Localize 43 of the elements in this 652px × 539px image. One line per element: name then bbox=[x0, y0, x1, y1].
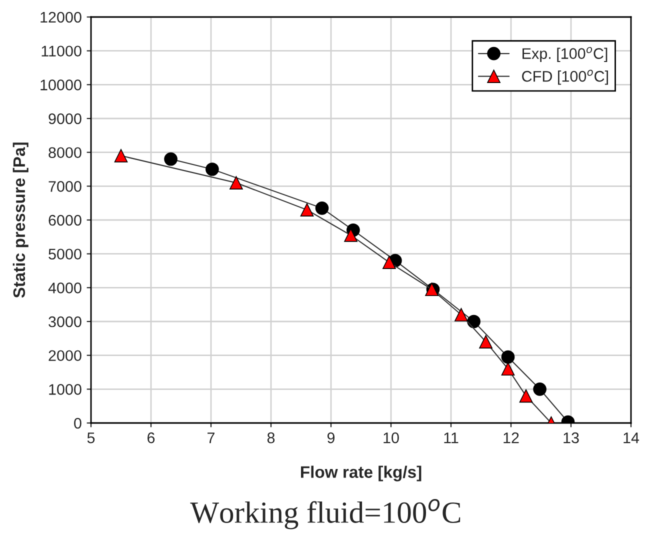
y-tick-label: 4000 bbox=[48, 282, 82, 294]
x-tick-label: 14 bbox=[624, 432, 640, 444]
point bbox=[382, 256, 396, 269]
x-tick-label: 12 bbox=[504, 432, 519, 444]
y-tick-label: 3000 bbox=[48, 316, 82, 328]
y-tick-label: 5000 bbox=[48, 248, 82, 260]
y-axis-title: Static pressure [Pa] bbox=[12, 142, 28, 298]
point bbox=[300, 203, 314, 217]
text: Working fluid=100$^{o}$C bbox=[190, 498, 460, 530]
point bbox=[114, 149, 128, 162]
y-tick-label: 12000 bbox=[40, 12, 82, 23]
x-tick-label: 5 bbox=[87, 432, 95, 444]
x-tick-label: 7 bbox=[208, 432, 214, 444]
x-tick-label: 10 bbox=[384, 432, 399, 444]
point bbox=[454, 308, 468, 322]
y-tick-label: 6000 bbox=[48, 214, 82, 226]
y-tick-label: 10000 bbox=[40, 80, 82, 90]
point bbox=[519, 389, 533, 403]
legend-label: Exp. [100$^{o}$C] bbox=[522, 46, 608, 62]
y-tick-label: 2000 bbox=[48, 350, 82, 362]
point bbox=[533, 382, 546, 396]
x-axis-title: Flow rate [kg/s] bbox=[301, 466, 422, 482]
point bbox=[315, 201, 329, 215]
y-tick-label: 0 bbox=[74, 418, 82, 429]
point bbox=[230, 176, 243, 190]
x-tick-label: 6 bbox=[148, 432, 155, 444]
y-tick-label: 1000 bbox=[49, 384, 82, 395]
point bbox=[344, 228, 358, 242]
x-tick-label: 13 bbox=[564, 432, 579, 444]
point bbox=[206, 162, 219, 176]
x-tick-label: 11 bbox=[444, 432, 458, 444]
point bbox=[164, 152, 178, 166]
y-tick-label: 7000 bbox=[48, 181, 82, 192]
point bbox=[467, 314, 480, 328]
y-tick-label: 9000 bbox=[48, 113, 82, 124]
y-tick-label: 8000 bbox=[48, 147, 82, 158]
point bbox=[479, 335, 492, 348]
x-tick-label: 9 bbox=[327, 432, 335, 444]
point bbox=[501, 362, 515, 376]
x-tick-label: 8 bbox=[267, 432, 275, 444]
y-tick-label: 11000 bbox=[42, 46, 82, 57]
point bbox=[501, 350, 515, 364]
legend-label: CFD [100$^{o}$C] bbox=[522, 70, 608, 85]
